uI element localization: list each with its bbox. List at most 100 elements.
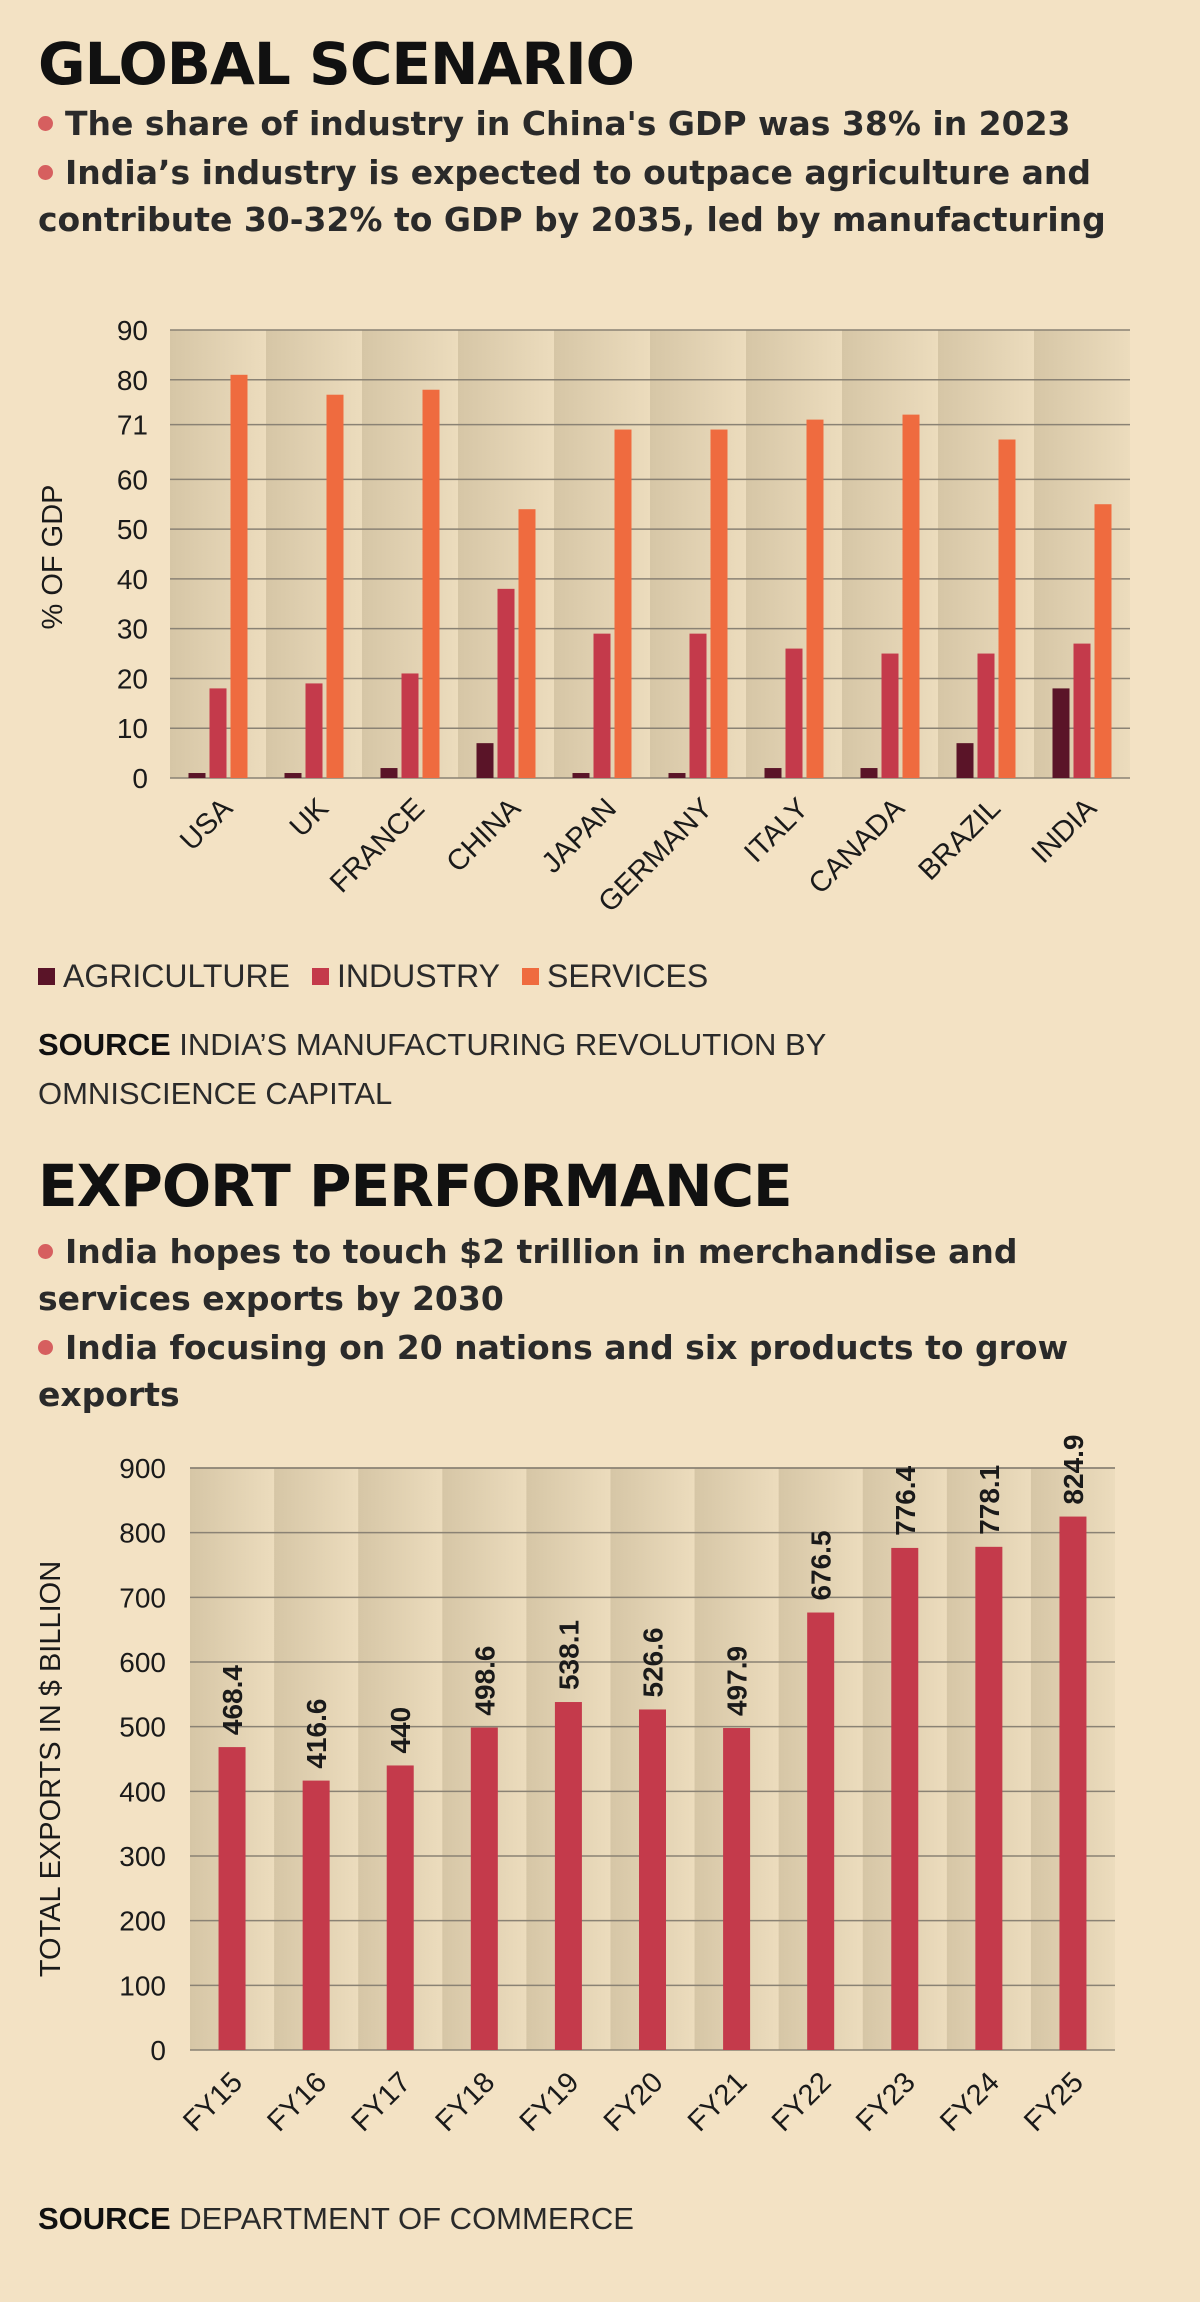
bar-agriculture (188, 773, 206, 778)
bar-services (710, 429, 728, 778)
bar-exports (723, 1728, 751, 2050)
y-tick-label: 30 (117, 614, 148, 645)
bar-agriculture (476, 743, 494, 778)
bar-exports (975, 1546, 1003, 2050)
data-label: 497.9 (722, 1646, 753, 1716)
bar-exports (639, 1709, 666, 2050)
y-tick-label: 80 (117, 365, 148, 396)
bullet-item: India focusing on 20 nations and six pro… (38, 1324, 1178, 1418)
bar-services (230, 374, 248, 778)
bar-exports (1059, 1516, 1087, 2050)
x-tick-label: USA (174, 792, 239, 857)
bar-industry (305, 683, 323, 778)
bullet-text: India focusing on 20 nations and six pro… (38, 1328, 1069, 1414)
bar-exports (554, 1702, 582, 2050)
bar-agriculture (956, 743, 974, 778)
legend-swatch (521, 968, 539, 985)
x-tick-label: INDIA (1026, 792, 1104, 870)
y-tick-label: 800 (119, 1518, 166, 1549)
data-label: 676.5 (806, 1530, 837, 1600)
data-label: 526.6 (638, 1627, 669, 1697)
legend-label: SERVICES (546, 958, 709, 994)
bar-services (614, 429, 632, 778)
bar-services (1094, 504, 1112, 778)
x-tick-label: FY21 (682, 2066, 754, 2138)
bullet-item: India’s industry is expected to outpace … (38, 149, 1178, 243)
x-tick-label: FY22 (766, 2066, 838, 2138)
bar-agriculture (380, 768, 398, 778)
export-performance-bullets: India hopes to touch $2 trillion in merc… (38, 1228, 1178, 1420)
bar-industry (785, 648, 803, 778)
data-label: 824.9 (1058, 1434, 1089, 1504)
bar-services (326, 394, 344, 778)
source-label: SOURCE (38, 1027, 171, 1062)
bar-exports (302, 1780, 330, 2050)
y-tick-label: 90 (117, 315, 148, 346)
bar-agriculture (668, 773, 686, 778)
data-label: 416.6 (301, 1699, 332, 1769)
bar-exports (891, 1547, 919, 2050)
bar-services (518, 509, 536, 778)
x-tick-label: FRANCE (324, 792, 431, 899)
source-label: SOURCE (38, 2201, 171, 2236)
bullet-text: India’s industry is expected to outpace … (38, 153, 1106, 239)
bullet-dot (38, 1244, 53, 1259)
data-label: 468.4 (217, 1665, 248, 1735)
bullet-text: India hopes to touch $2 trillion in merc… (38, 1232, 1018, 1318)
bar-industry (401, 673, 419, 778)
bullet-item: India hopes to touch $2 trillion in merc… (38, 1228, 1178, 1322)
x-tick-label: CANADA (803, 792, 912, 901)
x-tick-label: FY17 (346, 2066, 418, 2138)
section-title-global-scenario: GLOBAL SCENARIO (38, 30, 635, 98)
legend-item-industry: INDUSTRY (311, 958, 500, 995)
y-tick-label: 300 (119, 1841, 166, 1872)
bar-agriculture (764, 768, 782, 778)
bullet-dot (38, 1340, 53, 1355)
y-tick-label: 40 (117, 564, 148, 595)
data-label: 778.1 (974, 1465, 1005, 1535)
bar-agriculture (1052, 688, 1070, 778)
x-tick-label: FY20 (598, 2066, 670, 2138)
y-tick-label: 0 (132, 763, 148, 794)
bullet-dot (38, 165, 53, 180)
x-tick-label: FY23 (850, 2066, 922, 2138)
x-tick-label: FY19 (514, 2066, 586, 2138)
bar-agriculture (572, 773, 590, 778)
legend-item-agriculture: AGRICULTURE (38, 958, 290, 995)
bar-industry (977, 653, 995, 778)
source-text: INDIA’S MANUFACTURING REVOLUTION BY OMNI… (38, 1027, 826, 1111)
bar-industry (689, 633, 707, 778)
y-tick-label: 50 (117, 514, 148, 545)
y-tick-label: 71 (117, 410, 148, 441)
x-tick-label: FY15 (177, 2066, 249, 2138)
bar-exports (470, 1727, 498, 2050)
bar-industry (209, 688, 227, 778)
bar-exports (218, 1747, 246, 2050)
y-tick-label: 0 (150, 2035, 166, 2066)
bullet-text: The share of industry in China's GDP was… (65, 104, 1071, 143)
bar-industry (881, 653, 899, 778)
y-tick-label: 200 (119, 1906, 166, 1937)
data-label: 498.6 (469, 1645, 500, 1715)
bullet-dot (38, 116, 53, 131)
y-axis-label: % OF GDP (37, 484, 69, 629)
y-tick-label: 500 (119, 1712, 166, 1743)
x-tick-label: FY24 (934, 2066, 1006, 2138)
source-note-1: SOURCE INDIA’S MANUFACTURING REVOLUTION … (38, 1020, 938, 1118)
y-tick-label: 700 (119, 1582, 166, 1613)
bar-agriculture (284, 773, 302, 778)
bar-industry (593, 633, 611, 778)
data-label: 538.1 (553, 1620, 584, 1690)
bar-services (422, 389, 440, 778)
y-tick-label: 60 (117, 464, 148, 495)
x-tick-label: FY18 (430, 2066, 502, 2138)
x-tick-label: BRAZIL (913, 792, 1007, 886)
legend-swatch (38, 968, 55, 985)
bar-agriculture (860, 768, 878, 778)
legend-label: INDUSTRY (336, 958, 500, 994)
x-tick-label: CHINA (441, 792, 528, 879)
y-tick-label: 20 (117, 663, 148, 694)
bar-exports (386, 1765, 414, 2050)
exports-chart: 0 100 200 300 400 500 600 700 800 900 TOTAL EXPORT… (35, 1434, 1115, 2138)
y-axis-label: TOTAL EXPORTS IN $ BILLION (35, 1561, 67, 1977)
